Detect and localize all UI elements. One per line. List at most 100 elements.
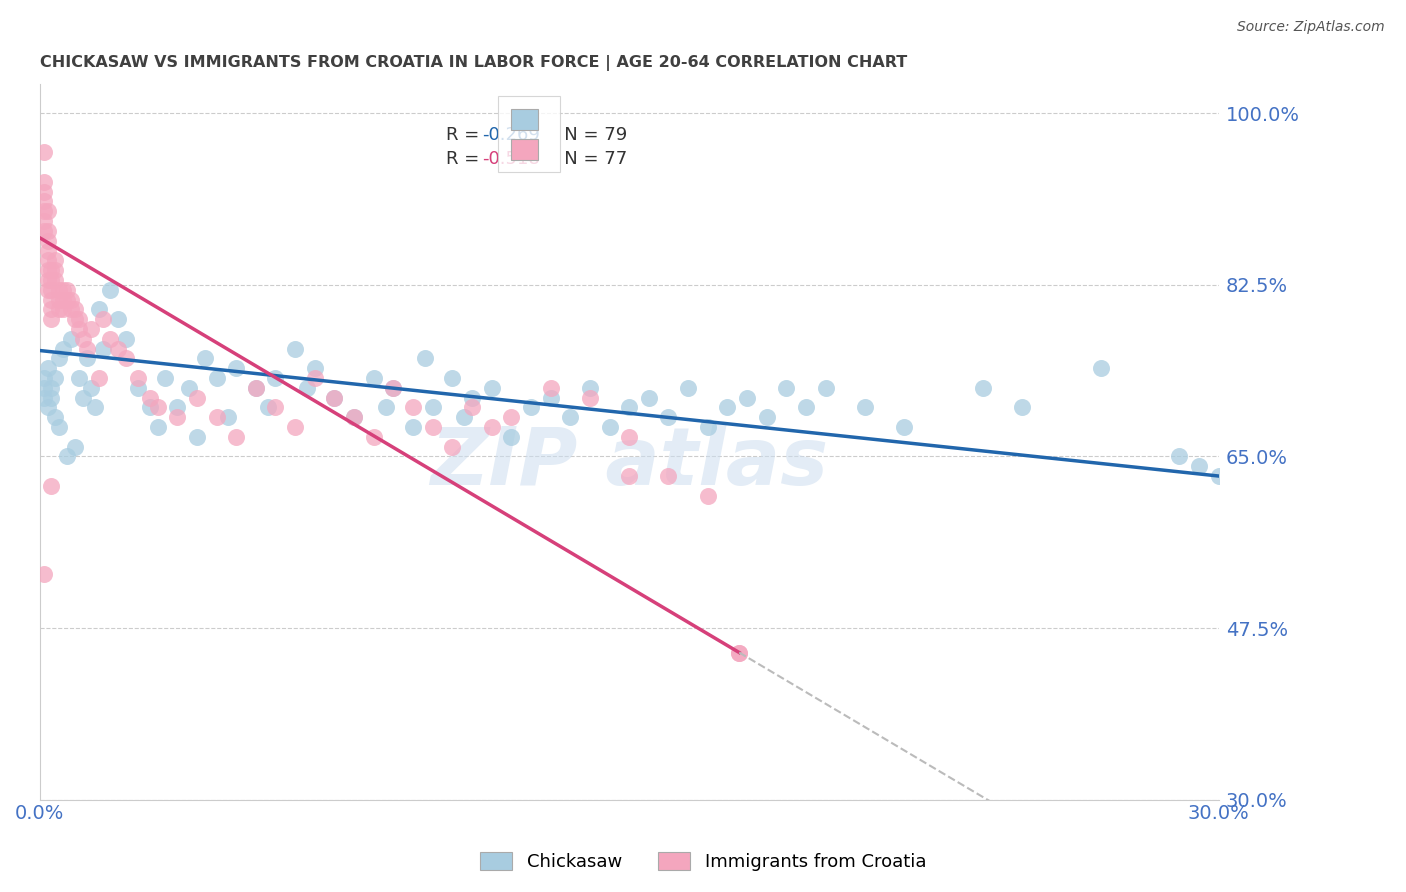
Point: [32, 145, 55, 160]
Point: [80, 322, 103, 336]
Point: [41, 391, 63, 405]
Point: [48, 420, 70, 434]
Point: [37, 283, 59, 297]
Point: [1011, 401, 1033, 415]
Text: Source: ZipAtlas.com: Source: ZipAtlas.com: [1237, 20, 1385, 34]
Point: [579, 391, 602, 405]
Point: [540, 391, 562, 405]
Point: [728, 646, 751, 660]
Point: [52, 283, 75, 297]
Point: [501, 430, 523, 444]
Point: [166, 410, 188, 425]
Point: [481, 420, 503, 434]
Point: [893, 420, 915, 434]
Point: [205, 371, 228, 385]
Point: [728, 646, 751, 660]
Point: [63, 440, 86, 454]
Point: [32, 185, 55, 199]
Point: [63, 312, 86, 326]
Point: [775, 381, 797, 395]
Point: [284, 420, 307, 434]
Point: [48, 302, 70, 317]
Point: [579, 381, 602, 395]
Point: [100, 283, 122, 297]
Point: [127, 371, 149, 385]
Point: [637, 391, 659, 405]
Point: [481, 381, 503, 395]
Point: [48, 283, 70, 297]
Text: R =: R =: [447, 150, 485, 168]
Point: [115, 351, 138, 366]
Point: [422, 420, 444, 434]
Point: [100, 332, 122, 346]
Point: [44, 410, 66, 425]
Point: [67, 312, 90, 326]
Point: [56, 293, 79, 307]
Point: [363, 371, 385, 385]
Point: [256, 401, 278, 415]
Point: [304, 371, 326, 385]
Point: [48, 293, 70, 307]
Point: [402, 401, 425, 415]
Point: [76, 351, 98, 366]
Point: [44, 273, 66, 287]
Point: [56, 450, 79, 464]
Point: [32, 194, 55, 209]
Point: [323, 391, 346, 405]
Point: [186, 430, 208, 444]
Point: [453, 410, 475, 425]
Point: [676, 381, 699, 395]
Point: [146, 401, 169, 415]
Point: [83, 401, 105, 415]
Point: [146, 420, 169, 434]
Point: [37, 361, 59, 376]
Point: [295, 381, 318, 395]
Point: [32, 175, 55, 189]
Point: [72, 332, 94, 346]
Point: [716, 401, 738, 415]
Point: [138, 401, 160, 415]
Point: [37, 234, 59, 248]
Point: [107, 312, 129, 326]
Point: [402, 420, 425, 434]
Point: [67, 322, 90, 336]
Point: [814, 381, 837, 395]
Point: [37, 224, 59, 238]
Point: [343, 410, 366, 425]
Point: [37, 244, 59, 258]
Point: [205, 410, 228, 425]
Point: [41, 381, 63, 395]
Text: R =: R =: [447, 127, 485, 145]
Point: [304, 361, 326, 376]
Point: [44, 263, 66, 277]
Point: [41, 479, 63, 493]
Point: [41, 312, 63, 326]
Point: [501, 410, 523, 425]
Point: [87, 371, 110, 385]
Point: [52, 342, 75, 356]
Point: [32, 567, 55, 582]
Point: [37, 263, 59, 277]
Point: [617, 401, 640, 415]
Text: N = 79: N = 79: [547, 127, 627, 145]
Point: [37, 273, 59, 287]
Point: [284, 342, 307, 356]
Point: [972, 381, 994, 395]
Point: [540, 381, 562, 395]
Point: [374, 401, 396, 415]
Point: [32, 391, 55, 405]
Point: [41, 263, 63, 277]
Text: CHICKASAW VS IMMIGRANTS FROM CROATIA IN LABOR FORCE | AGE 20-64 CORRELATION CHAR: CHICKASAW VS IMMIGRANTS FROM CROATIA IN …: [39, 55, 907, 71]
Text: -0.269: -0.269: [482, 127, 540, 145]
Point: [1168, 450, 1191, 464]
Point: [853, 401, 876, 415]
Point: [560, 410, 582, 425]
Point: [422, 401, 444, 415]
Point: [441, 371, 464, 385]
Point: [617, 469, 640, 483]
Point: [186, 391, 208, 405]
Point: [72, 391, 94, 405]
Point: [107, 342, 129, 356]
Point: [657, 469, 679, 483]
Point: [413, 351, 436, 366]
